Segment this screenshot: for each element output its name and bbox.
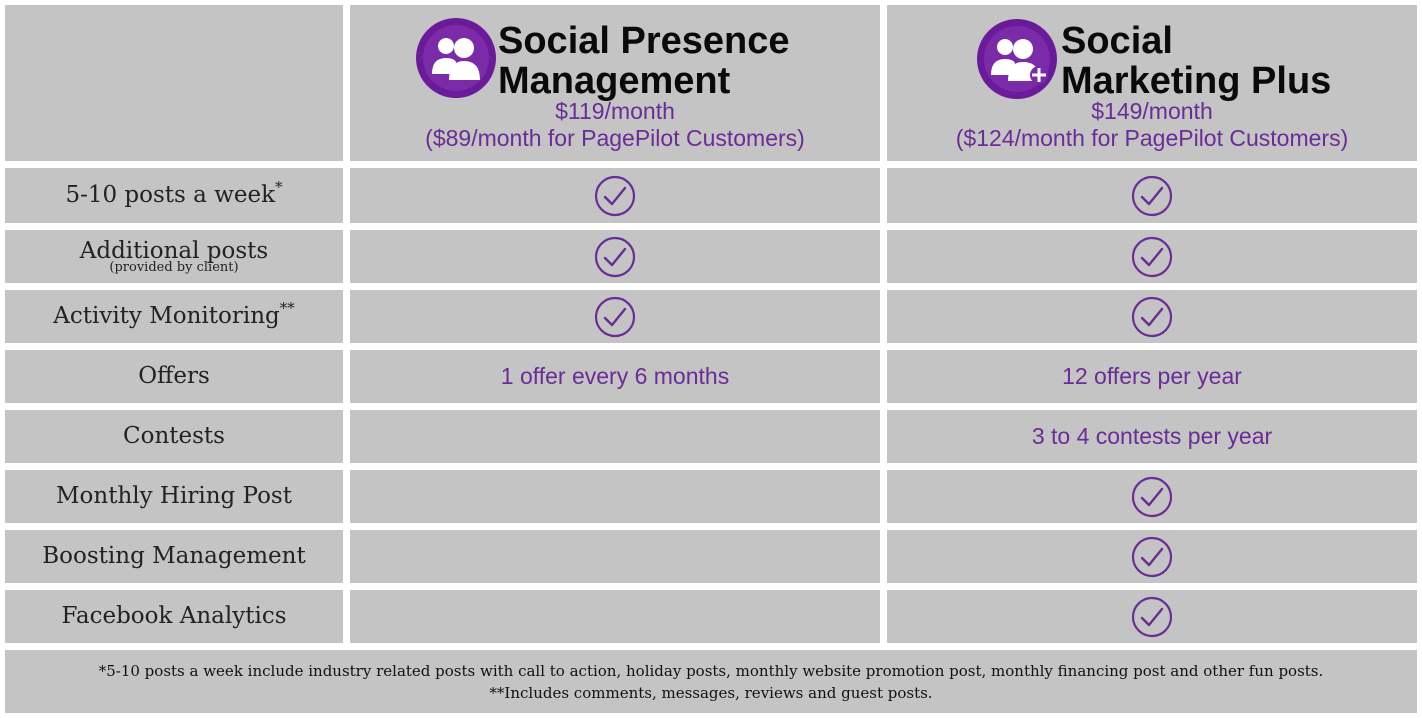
feature-label-monthly-hiring-post: Monthly Hiring Post [5,470,343,523]
plan-title: Social Marketing Plus [1061,20,1332,102]
footnote-posts: *5-10 posts a week include industry rela… [98,661,1324,680]
plan-price: $119/month ($89/month for PagePilot Cust… [425,98,805,151]
plan-header-social-marketing-plus: Social Marketing Plus $149/month ($124/m… [887,5,1417,161]
plan2-contests-value: 3 to 4 contests per year [887,410,1417,463]
check-circle-icon [1131,296,1173,337]
feature-label-additional-posts: Additional posts (provided by client) [5,230,343,283]
users-plus-icon [977,19,1057,99]
check-circle-icon [594,175,636,216]
plan-title: Social Presence Management [498,20,790,102]
footnotes: *5-10 posts a week include industry rela… [5,650,1417,713]
plan2-cell [887,590,1417,643]
feature-label-contests: Contests [5,410,343,463]
plan1-cell [350,168,880,223]
users-icon [416,18,496,98]
feature-label-posts-per-week: 5-10 posts a week* [5,168,343,223]
plan1-cell [350,290,880,343]
check-circle-icon [594,296,636,337]
header-empty-cell [5,5,343,161]
check-circle-icon [1131,476,1173,517]
plan1-cell [350,410,880,463]
check-circle-icon [594,236,636,277]
plan1-cell [350,530,880,583]
plan2-cell [887,470,1417,523]
feature-label-boosting-management: Boosting Management [5,530,343,583]
check-circle-icon [1131,175,1173,216]
plan1-cell [350,230,880,283]
plan1-cell [350,590,880,643]
plan2-cell [887,290,1417,343]
check-circle-icon [1131,536,1173,577]
plan2-cell [887,230,1417,283]
plan2-cell [887,530,1417,583]
plan-price: $149/month ($124/month for PagePilot Cus… [955,98,1349,151]
feature-label-activity-monitoring: Activity Monitoring** [5,290,343,343]
plan2-offers-value: 12 offers per year [887,350,1417,403]
check-circle-icon [1131,236,1173,277]
plan-header-social-presence: Social Presence Management $119/month ($… [350,5,880,161]
plan1-offers-value: 1 offer every 6 months [350,350,880,403]
feature-label-facebook-analytics: Facebook Analytics [5,590,343,643]
feature-label-offers: Offers [5,350,343,403]
plan2-cell [887,168,1417,223]
check-circle-icon [1131,596,1173,637]
plan1-cell [350,470,880,523]
footnote-monitoring: **Includes comments, messages, reviews a… [489,683,933,702]
